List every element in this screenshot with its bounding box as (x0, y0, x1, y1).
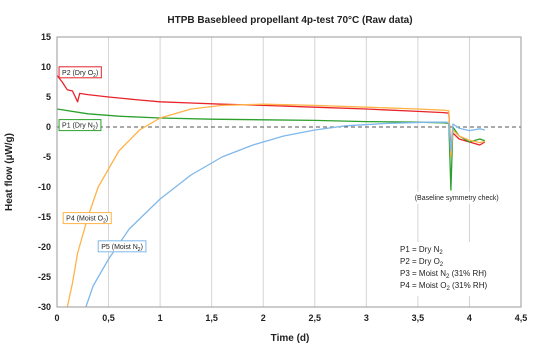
svg-text:P1 (Dry N2): P1 (Dry N2) (62, 123, 98, 132)
chart-title: HTPB Basebleed propellant 4p-test 70°C (… (167, 15, 412, 26)
series-line-4 (85, 121, 486, 308)
series-layer (56, 74, 486, 308)
plot-frame (56, 36, 522, 308)
legend-entry: P3 = Moist N2 (31% RH) (400, 269, 487, 280)
svg-text:P4 (Moist O2): P4 (Moist O2) (66, 216, 108, 225)
x-axis-title: Time (d) (271, 333, 310, 344)
annotation-label: (Baseline symmetry check) (411, 191, 503, 204)
annotation-label: P2 (Dry O2) (58, 66, 102, 79)
x-tick-label: 1,5 (205, 313, 218, 323)
x-tick-label: 2,5 (309, 313, 322, 323)
svg-text:P2 (Dry O2): P2 (Dry O2) (62, 70, 98, 79)
annotation-label: P5 (Moist N2) (97, 240, 147, 253)
svg-text:P5 (Moist N2): P5 (Moist N2) (101, 244, 143, 253)
y-tick-label: -30 (38, 302, 51, 312)
x-tick-label: 2 (261, 313, 266, 323)
y-tick-label: -20 (38, 242, 51, 252)
annotation-label: P1 (Dry N2) (58, 119, 102, 132)
legend-entry: P4 = Moist O2 (31% RH) (400, 281, 487, 292)
y-tick-label: -10 (38, 182, 51, 192)
x-tick-label: 4 (467, 313, 472, 323)
x-tick-label: 0,5 (102, 313, 115, 323)
x-tick-label: 0 (54, 313, 59, 323)
y-tick-label: -5 (43, 152, 51, 162)
legend-entry: P2 = Dry O2 (400, 257, 444, 268)
annotation-label: P4 (Moist O2) (62, 212, 112, 225)
y-tick-label: 0 (46, 122, 51, 132)
y-tick-label: -15 (38, 212, 51, 222)
x-tick-label: 3,5 (412, 313, 425, 323)
ticks: 0 0,5 1 1,5 2 2,5 3 3,5 4 4,5 15 10 5 0 -5 -10 -15 -20 -25… (38, 32, 527, 323)
y-tick-label: 5 (46, 92, 51, 102)
y-axis-title: Heat flow (µW/g) (4, 133, 15, 211)
annotations: P2 (Dry O2) P1 (Dry N2) P4 (Moist O2) P5 (M… (58, 66, 503, 253)
svg-text:(Baseline symmetry check): (Baseline symmetry check) (415, 195, 499, 202)
y-tick-label: 15 (41, 32, 51, 42)
y-tick-label: -25 (38, 272, 51, 282)
series-line-3 (66, 103, 486, 308)
x-tick-label: 4,5 (515, 313, 528, 323)
y-tick-label: 10 (41, 62, 51, 72)
x-tick-label: 3 (364, 313, 369, 323)
legend-entry: P1 = Dry N2 (400, 245, 443, 256)
x-tick-label: 1 (158, 313, 163, 323)
